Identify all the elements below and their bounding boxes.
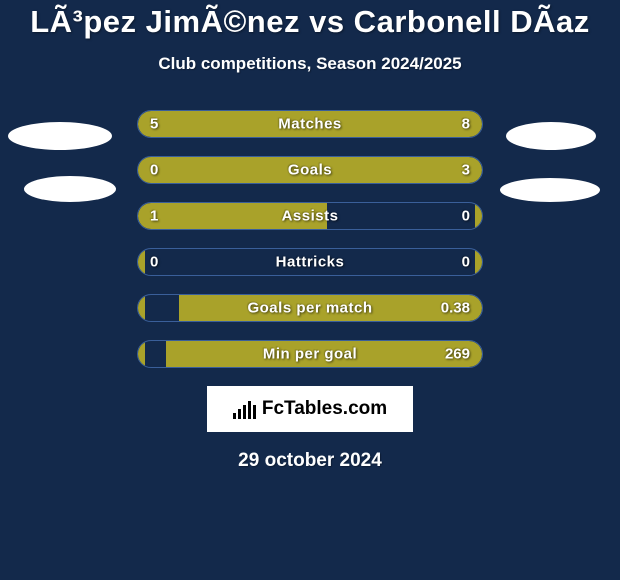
logo-text: FcTables.com	[262, 398, 387, 420]
bar-right	[475, 249, 482, 275]
player-photo-placeholder	[506, 122, 596, 150]
stat-row: 5 8 Matches	[137, 110, 483, 138]
value-left: 0	[150, 162, 158, 179]
stat-label: Matches	[278, 116, 342, 133]
player-photo-placeholder	[500, 178, 600, 202]
stat-row: 0.38 Goals per match	[137, 294, 483, 322]
player-photo-placeholder	[24, 176, 116, 202]
stat-label: Hattricks	[276, 254, 345, 271]
value-right: 0	[462, 254, 470, 271]
logo-bars-icon	[233, 399, 256, 419]
stat-label: Min per goal	[263, 346, 357, 363]
stat-row: 0 0 Hattricks	[137, 248, 483, 276]
value-right: 3	[462, 162, 470, 179]
stat-row: 1 0 Assists	[137, 202, 483, 230]
stat-label: Goals per match	[247, 300, 372, 317]
value-left: 0	[150, 254, 158, 271]
comparison-infographic: LÃ³pez JimÃ©nez vs Carbonell DÃ­az Club …	[0, 0, 620, 580]
fctables-logo: FcTables.com	[207, 386, 413, 432]
date-label: 29 october 2024	[0, 450, 620, 472]
stat-row: 269 Min per goal	[137, 340, 483, 368]
value-right: 269	[445, 346, 470, 363]
value-right: 8	[462, 116, 470, 133]
player-photo-placeholder	[8, 122, 112, 150]
value-right: 0	[462, 208, 470, 225]
subtitle: Club competitions, Season 2024/2025	[0, 54, 620, 74]
stat-row: 0 3 Goals	[137, 156, 483, 184]
bar-left	[138, 249, 145, 275]
bar-right	[475, 203, 482, 229]
value-right: 0.38	[441, 300, 470, 317]
page-title: LÃ³pez JimÃ©nez vs Carbonell DÃ­az	[0, 4, 620, 40]
value-left: 1	[150, 208, 158, 225]
bar-left	[138, 295, 145, 321]
stat-label: Goals	[288, 162, 332, 179]
bar-left	[138, 157, 145, 183]
stats-chart: 5 8 Matches 0 3 Goals 1 0 Assists 0 0 Hattricks 0.38…	[137, 110, 483, 368]
bar-left	[138, 341, 145, 367]
stat-label: Assists	[282, 208, 339, 225]
value-left: 5	[150, 116, 158, 133]
